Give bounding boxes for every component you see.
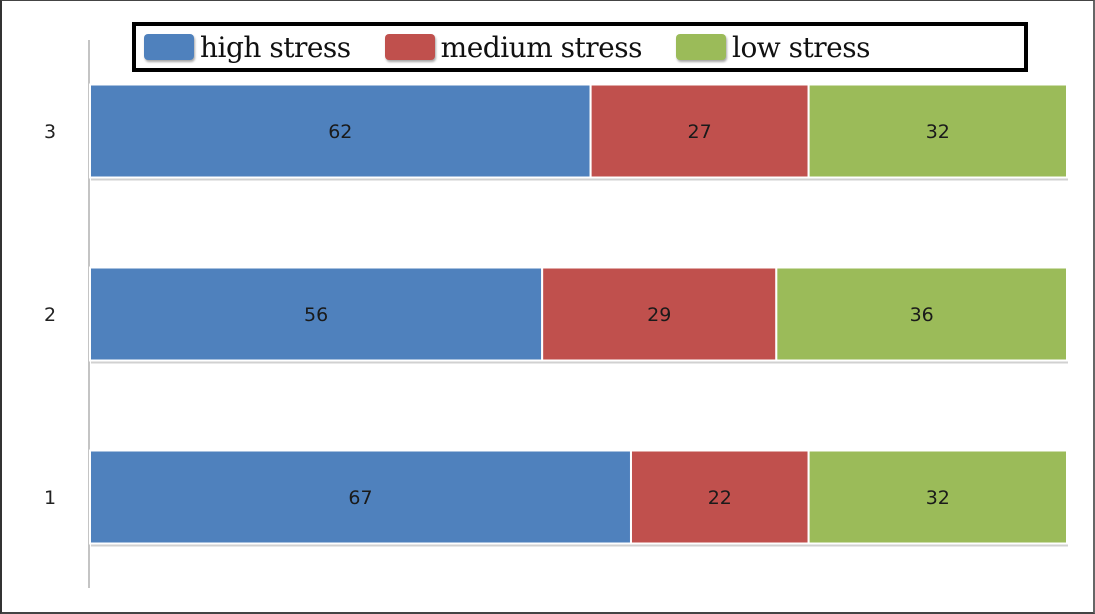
legend-item-medium-stress: medium stress [384, 30, 643, 64]
category-tick-1: 1 [44, 487, 56, 509]
category-tick-2: 2 [44, 304, 56, 326]
category-tick-3: 3 [44, 121, 56, 143]
bar-shadow-3 [91, 177, 1068, 181]
legend: high stress medium stress low stress [132, 22, 1028, 72]
legend-swatch-high-stress [144, 34, 194, 60]
data-label-low-stress-2: 36 [910, 304, 934, 326]
bar-shadow-1 [91, 543, 1068, 547]
legend-swatch-low-stress [675, 34, 726, 60]
data-label-high-stress-2: 56 [304, 304, 328, 326]
legend-label-medium-stress: medium stress [440, 30, 643, 64]
bars-group: 67 22 32 56 29 36 62 27 32 [89, 83, 1068, 547]
bar-shadow-2 [91, 360, 1068, 364]
bar-medium-stress-2 [541, 266, 778, 362]
data-label-medium-stress-1: 22 [708, 487, 732, 509]
data-label-low-stress-1: 32 [926, 487, 950, 509]
bar-low-stress-2 [775, 266, 1068, 362]
legend-label-low-stress: low stress [731, 30, 871, 64]
bar-low-stress-3 [807, 83, 1068, 179]
data-label-medium-stress-3: 27 [688, 121, 712, 143]
category-tick-labels: 1 2 3 [44, 121, 56, 509]
bar-high-stress-3 [89, 83, 592, 179]
bar-high-stress-1 [89, 449, 632, 545]
legend-item-high-stress: high stress [144, 31, 351, 64]
legend-item-low-stress: low stress [675, 30, 871, 64]
legend-swatch-medium-stress [384, 34, 435, 60]
data-label-high-stress-1: 67 [348, 487, 372, 509]
legend-label-high-stress: high stress [200, 30, 351, 64]
bar-medium-stress-3 [589, 83, 810, 179]
data-label-low-stress-3: 32 [926, 121, 950, 143]
data-label-high-stress-3: 62 [328, 121, 352, 143]
data-label-medium-stress-2: 29 [647, 304, 671, 326]
bar-low-stress-1 [807, 449, 1068, 545]
bar-high-stress-2 [89, 266, 544, 362]
